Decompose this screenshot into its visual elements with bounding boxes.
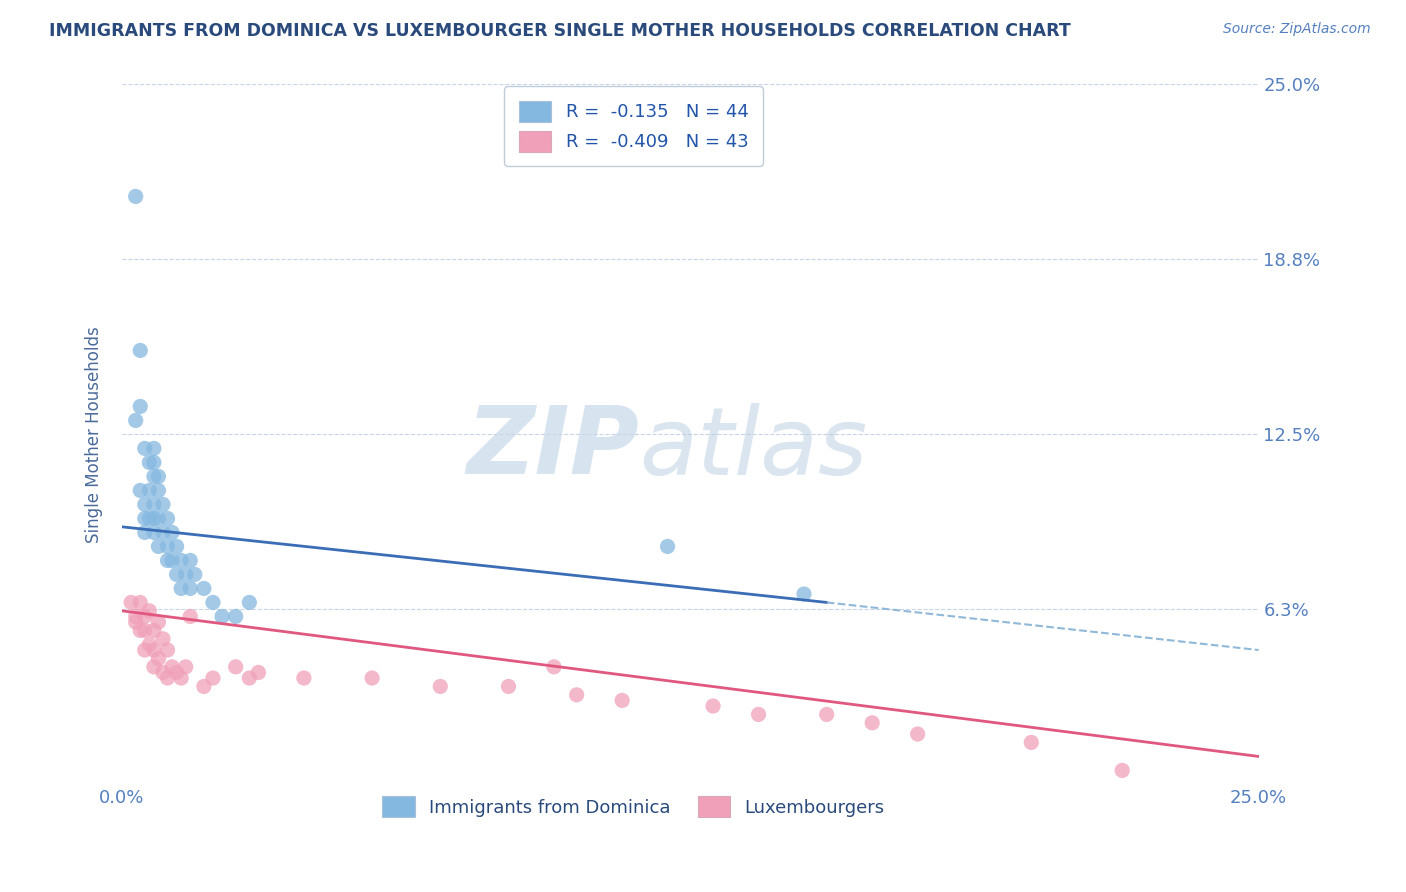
Point (156, 511, 179, 525)
Point (134, 511, 156, 525)
Point (156, 553, 179, 567)
Point (238, 671, 260, 685)
Point (429, 680, 451, 694)
Point (156, 643, 179, 657)
Point (747, 707, 769, 722)
Point (610, 693, 633, 707)
Point (907, 727, 929, 741)
Point (543, 660, 565, 674)
Y-axis label: Single Mother Households: Single Mother Households (86, 326, 103, 543)
Point (134, 525, 156, 540)
Point (129, 483, 152, 498)
Point (148, 469, 170, 483)
Legend: Immigrants from Dominica, Luxembourgers: Immigrants from Dominica, Luxembourgers (375, 789, 891, 824)
Point (179, 609, 201, 624)
Point (170, 671, 193, 685)
Point (247, 665, 270, 680)
Point (129, 595, 152, 609)
Text: IMMIGRANTS FROM DOMINICA VS LUXEMBOURGER SINGLE MOTHER HOUSEHOLDS CORRELATION CH: IMMIGRANTS FROM DOMINICA VS LUXEMBOURGER… (49, 22, 1071, 40)
Point (1019, 735, 1042, 749)
Point (142, 643, 165, 657)
Point (142, 511, 165, 525)
Point (142, 455, 165, 469)
Point (138, 511, 160, 525)
Point (179, 582, 201, 596)
Point (225, 660, 247, 674)
Point (156, 540, 179, 554)
Point (138, 637, 160, 651)
Point (174, 660, 197, 674)
Point (142, 469, 165, 483)
Point (120, 595, 142, 609)
Point (225, 609, 247, 624)
Point (138, 455, 160, 469)
Point (148, 651, 170, 665)
Point (148, 615, 170, 629)
Point (238, 595, 260, 609)
Point (148, 483, 170, 498)
Point (702, 699, 724, 714)
Point (134, 442, 156, 456)
Point (201, 595, 224, 609)
Point (193, 582, 215, 596)
Point (152, 665, 174, 680)
Point (170, 553, 193, 567)
Point (148, 540, 170, 554)
Point (1111, 764, 1133, 778)
Point (160, 660, 183, 674)
Point (152, 525, 174, 540)
Point (160, 553, 183, 567)
Point (125, 615, 148, 629)
Point (138, 483, 160, 498)
Point (292, 671, 315, 685)
Point (138, 604, 160, 618)
Point (657, 540, 679, 554)
Point (170, 582, 193, 596)
Point (129, 400, 152, 414)
Point (142, 624, 165, 638)
Point (142, 498, 165, 512)
Text: ZIP: ZIP (467, 402, 640, 494)
Point (125, 413, 148, 427)
Point (160, 525, 183, 540)
Point (148, 511, 170, 525)
Point (184, 567, 207, 582)
Point (193, 680, 215, 694)
Point (125, 609, 148, 624)
Point (142, 525, 165, 540)
Point (134, 498, 156, 512)
Point (142, 660, 165, 674)
Text: Source: ZipAtlas.com: Source: ZipAtlas.com (1223, 22, 1371, 37)
Point (152, 632, 174, 646)
Point (166, 540, 188, 554)
Point (166, 665, 188, 680)
Point (565, 688, 588, 702)
Point (498, 680, 520, 694)
Point (179, 553, 201, 567)
Point (793, 587, 815, 601)
Point (129, 343, 152, 358)
Point (134, 609, 156, 624)
Point (129, 624, 152, 638)
Point (201, 671, 224, 685)
Point (142, 442, 165, 456)
Point (860, 715, 883, 730)
Point (152, 498, 174, 512)
Point (815, 707, 838, 722)
Point (361, 671, 384, 685)
Point (134, 643, 156, 657)
Point (156, 671, 179, 685)
Point (211, 609, 233, 624)
Text: atlas: atlas (640, 403, 868, 494)
Point (125, 189, 148, 203)
Point (134, 624, 156, 638)
Point (174, 567, 197, 582)
Point (166, 567, 188, 582)
